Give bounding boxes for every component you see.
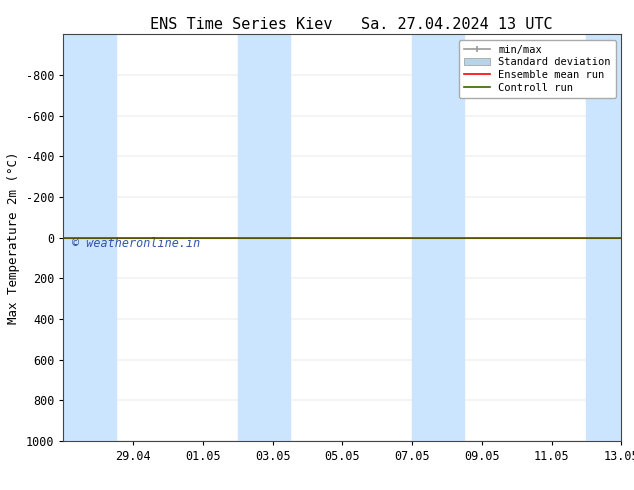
Text: Sa. 27.04.2024 13 UTC: Sa. 27.04.2024 13 UTC <box>361 17 552 32</box>
Text: ENS Time Series Kiev: ENS Time Series Kiev <box>150 17 332 32</box>
Bar <box>586 34 621 441</box>
Text: © weatheronline.in: © weatheronline.in <box>72 237 200 250</box>
Legend: min/max, Standard deviation, Ensemble mean run, Controll run: min/max, Standard deviation, Ensemble me… <box>459 40 616 98</box>
Y-axis label: Max Temperature 2m (°C): Max Temperature 2m (°C) <box>8 151 20 324</box>
Bar <box>412 34 464 441</box>
Bar <box>238 34 290 441</box>
Bar <box>63 34 115 441</box>
